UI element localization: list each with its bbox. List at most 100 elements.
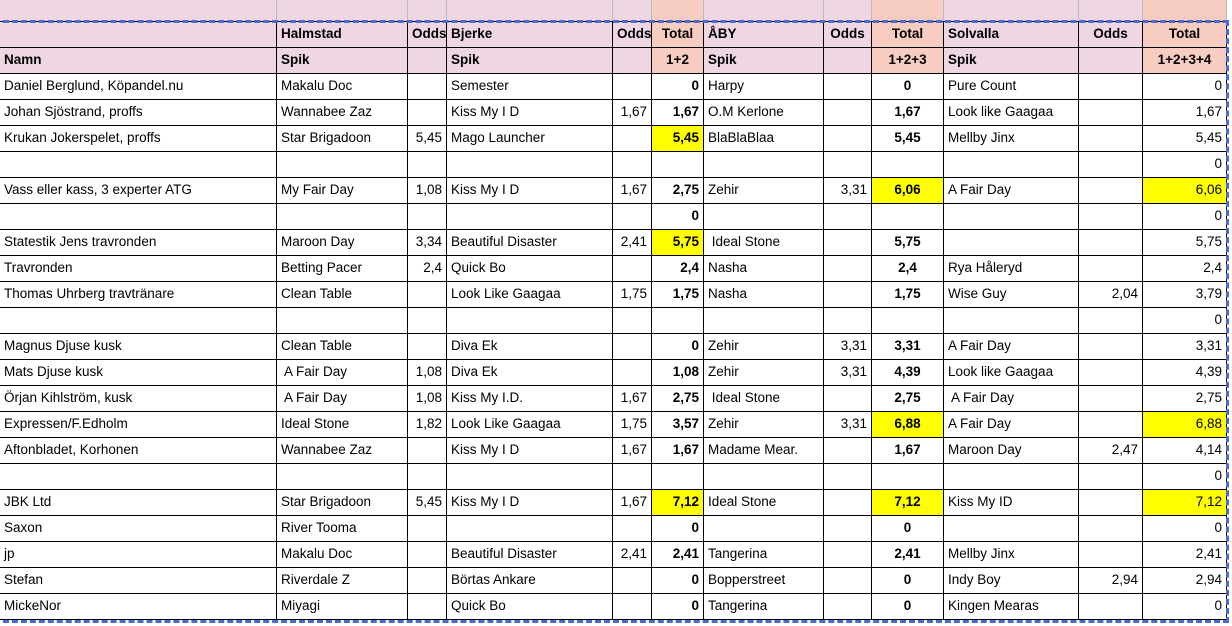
cell[interactable]: Quick Bo: [447, 594, 613, 620]
header-cell[interactable]: [0, 22, 277, 48]
cell[interactable]: Ideal Stone: [704, 230, 824, 256]
cell[interactable]: 3,31: [824, 360, 872, 386]
cell[interactable]: 1,67: [613, 178, 652, 204]
header-cell[interactable]: [613, 48, 652, 74]
cell[interactable]: [704, 464, 824, 490]
cell[interactable]: 7,12: [872, 490, 944, 516]
cell[interactable]: [872, 308, 944, 334]
cell[interactable]: [1079, 490, 1143, 516]
tipster-name-cell[interactable]: Aftonbladet, Korhonen: [0, 438, 277, 464]
cell[interactable]: Clean Table: [277, 282, 408, 308]
cell[interactable]: [824, 464, 872, 490]
cell[interactable]: [408, 516, 447, 542]
cell[interactable]: 1,75: [652, 282, 704, 308]
cell[interactable]: [824, 74, 872, 100]
tipster-name-cell[interactable]: Vass eller kass, 3 experter ATG: [0, 178, 277, 204]
cell[interactable]: 3,79: [1143, 282, 1227, 308]
cell[interactable]: 0: [1143, 308, 1227, 334]
cell[interactable]: 5,75: [1143, 230, 1227, 256]
cell[interactable]: 2,4: [652, 256, 704, 282]
cell[interactable]: 3,31: [872, 334, 944, 360]
header-cell-by[interactable]: ÅBY: [704, 22, 824, 48]
cell[interactable]: [1079, 126, 1143, 152]
cell[interactable]: 3,31: [824, 334, 872, 360]
cell[interactable]: [824, 490, 872, 516]
cell[interactable]: [277, 152, 408, 178]
cell[interactable]: Mellby Jinx: [944, 542, 1079, 568]
cell[interactable]: 1,67: [652, 438, 704, 464]
cell[interactable]: River Tooma: [277, 516, 408, 542]
cell[interactable]: A Fair Day: [277, 360, 408, 386]
cell[interactable]: [613, 334, 652, 360]
cell[interactable]: [1079, 334, 1143, 360]
cell[interactable]: [824, 204, 872, 230]
cell[interactable]: Kiss My ID: [944, 490, 1079, 516]
tipster-name-cell[interactable]: Magnus Djuse kusk: [0, 334, 277, 360]
cell[interactable]: [408, 282, 447, 308]
cell[interactable]: 1,67: [613, 438, 652, 464]
header-cell-odds[interactable]: Odds: [1079, 22, 1143, 48]
cell[interactable]: Semester: [447, 74, 613, 100]
cell[interactable]: 1,67: [613, 100, 652, 126]
cell[interactable]: 0: [1143, 152, 1227, 178]
cell[interactable]: 5,75: [652, 230, 704, 256]
cell[interactable]: [652, 464, 704, 490]
header-cell-odds[interactable]: Odds: [824, 22, 872, 48]
cell[interactable]: 2,4: [1143, 256, 1227, 282]
cell[interactable]: 4,14: [1143, 438, 1227, 464]
cell[interactable]: [277, 464, 408, 490]
cell[interactable]: 2,94: [1143, 568, 1227, 594]
tipster-name-cell[interactable]: [0, 204, 277, 230]
cell[interactable]: Kiss My I.D.: [447, 386, 613, 412]
header-cell-spik[interactable]: Spik: [944, 48, 1079, 74]
cell[interactable]: [447, 464, 613, 490]
cell[interactable]: Börtas Ankare: [447, 568, 613, 594]
cell[interactable]: Harpy: [704, 74, 824, 100]
cell[interactable]: 2,94: [1079, 568, 1143, 594]
header-cell-spik[interactable]: Spik: [704, 48, 824, 74]
cell[interactable]: Makalu Doc: [277, 74, 408, 100]
cell[interactable]: 5,45: [872, 126, 944, 152]
cell[interactable]: 0: [1143, 464, 1227, 490]
header-cell-1-2-3[interactable]: 1+2+3: [872, 48, 944, 74]
cell[interactable]: 5,45: [408, 490, 447, 516]
cell[interactable]: Tangerina: [704, 594, 824, 620]
cell[interactable]: [613, 568, 652, 594]
cell[interactable]: [1079, 178, 1143, 204]
header-cell-total[interactable]: Total: [1143, 22, 1227, 48]
cell[interactable]: 7,12: [1143, 490, 1227, 516]
cell[interactable]: [613, 256, 652, 282]
cell[interactable]: Star Brigadoon: [277, 126, 408, 152]
cell[interactable]: Zehir: [704, 334, 824, 360]
cell[interactable]: 6,88: [1143, 412, 1227, 438]
cell[interactable]: Ideal Stone: [277, 412, 408, 438]
cell[interactable]: 2,75: [872, 386, 944, 412]
cell[interactable]: 6,06: [1143, 178, 1227, 204]
cell[interactable]: [408, 334, 447, 360]
cell[interactable]: Zehir: [704, 178, 824, 204]
cell[interactable]: [1079, 152, 1143, 178]
cell[interactable]: Nasha: [704, 282, 824, 308]
cell[interactable]: 0: [1143, 594, 1227, 620]
cell[interactable]: Tangerina: [704, 542, 824, 568]
cell[interactable]: [1079, 594, 1143, 620]
cell[interactable]: Indy Boy: [944, 568, 1079, 594]
cell[interactable]: 0: [652, 594, 704, 620]
cell[interactable]: 6,88: [872, 412, 944, 438]
cell[interactable]: Beautiful Disaster: [447, 230, 613, 256]
cell[interactable]: Kiss My I D: [447, 178, 613, 204]
cell[interactable]: Pure Count: [944, 74, 1079, 100]
cell[interactable]: 3,31: [1143, 334, 1227, 360]
tipster-name-cell[interactable]: [0, 152, 277, 178]
cell[interactable]: [277, 308, 408, 334]
tipster-name-cell[interactable]: Saxon: [0, 516, 277, 542]
cell[interactable]: [408, 568, 447, 594]
cell[interactable]: A Fair Day: [944, 178, 1079, 204]
cell[interactable]: [824, 594, 872, 620]
header-cell-namn[interactable]: Namn: [0, 48, 277, 74]
cell[interactable]: 1,75: [613, 282, 652, 308]
cell[interactable]: Ideal Stone: [704, 490, 824, 516]
cell[interactable]: 0: [652, 74, 704, 100]
cell[interactable]: [704, 308, 824, 334]
cell[interactable]: Zehir: [704, 360, 824, 386]
